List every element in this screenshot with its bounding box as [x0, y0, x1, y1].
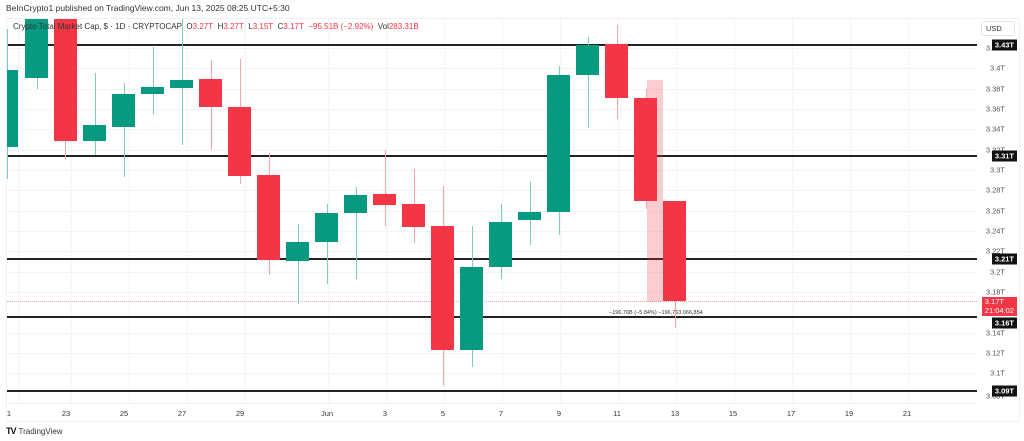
low-label: L [248, 22, 253, 31]
time-tick: 13 [670, 409, 680, 418]
grid-line [7, 190, 977, 191]
open-value: 3.27T [192, 22, 214, 31]
open-label: O [186, 22, 193, 31]
close-value: 3.17T [283, 22, 304, 31]
time-tick: 25 [119, 409, 129, 418]
level-badge: 3.16T [991, 317, 1017, 329]
currency-button[interactable]: USD [981, 21, 1015, 36]
time-tick: 9 [556, 409, 562, 418]
time-tick: Jun [320, 409, 334, 418]
tradingview-logo-icon: TV [6, 426, 16, 436]
price-tick: 3.32T [986, 146, 1005, 155]
price-tick: 3.2T [989, 267, 1005, 277]
time-tick: 11 [613, 409, 621, 418]
last-price: 3.17T [984, 297, 1004, 306]
grid-line [7, 333, 977, 334]
time-tick: 27 [177, 409, 187, 418]
level-badge: 3.31T [991, 150, 1017, 162]
time-tick: 17 [786, 409, 796, 418]
time-axis[interactable]: 1 23 25 27 29 Jun 3 5 7 9 11 13 15 17 19… [7, 403, 977, 422]
time-tick: 19 [844, 409, 854, 418]
time-tick: 1 [6, 409, 12, 418]
grid-line [7, 211, 977, 212]
chart-container[interactable]: −196.76B (−5.84%) −196,763,066,854 Crypt… [6, 18, 1020, 422]
symbol-legend: Crypto Total Market Cap, $ · 1D · CRYPTO… [13, 22, 419, 31]
price-tick: 3.4T [989, 63, 1005, 73]
grid-line [7, 292, 977, 293]
time-tick: 5 [440, 409, 446, 418]
symbol-name: Crypto Total Market Cap, $ · 1D · CRYPTO… [13, 22, 182, 31]
time-tick: 29 [235, 409, 245, 418]
grid-line [7, 272, 977, 273]
grid-line [7, 373, 977, 374]
price-tick: 3.34T [985, 124, 1005, 134]
level-badge: 3.09T [991, 385, 1017, 397]
last-price-badge: 3.17T 21:04:02 [981, 297, 1017, 316]
grid-line [7, 68, 977, 69]
close-label: C [277, 22, 284, 31]
price-tick: 3.1T [989, 368, 1005, 378]
publication-info: BeInCrypto1 published on TradingView.com… [6, 3, 290, 13]
price-axis[interactable]: USD 3.42T 3.4T 3.38T 3.36T 3.34T 3.32T 3… [973, 19, 1019, 403]
level-line-3.43[interactable] [7, 44, 977, 46]
low-value: 3.15T [252, 22, 274, 31]
footer: TV TradingView [6, 426, 63, 436]
level-line-3.09[interactable] [7, 390, 977, 392]
price-tick: 3.24T [985, 226, 1005, 236]
measure-label: −196.76B (−5.84%) −196,763,066,854 [609, 310, 703, 316]
time-tick: 15 [728, 409, 738, 418]
grid-line [7, 48, 977, 49]
grid-line [7, 150, 977, 151]
bar-countdown: 21:04:02 [984, 305, 1014, 315]
last-price-line [7, 301, 977, 302]
high-value: 3.27T [223, 22, 244, 31]
price-tick: 3.14T [985, 328, 1005, 338]
price-tick: 3.38T [985, 84, 1005, 94]
high-label: H [217, 22, 224, 31]
time-tick: 3 [382, 409, 388, 418]
grid-line [7, 109, 977, 110]
volume-value: 283.31B [388, 22, 419, 31]
price-tick: 3.26T [985, 206, 1005, 216]
grid-line [7, 170, 977, 171]
grid-line [7, 89, 977, 90]
price-tick: 3.28T [985, 185, 1005, 195]
level-line-3.16[interactable] [7, 316, 977, 318]
time-tick: 21 [902, 409, 912, 418]
level-line-3.31[interactable] [7, 155, 977, 157]
time-tick: 7 [498, 409, 504, 418]
level-badge: 3.43T [991, 39, 1017, 51]
price-tick: 3.36T [985, 104, 1005, 114]
time-tick: 23 [61, 409, 71, 418]
change-value: −95.51B (−2.92%) [308, 22, 374, 31]
price-tick: 3.12T [985, 348, 1005, 358]
grid-line [7, 353, 977, 354]
price-tick: 3.3T [989, 165, 1005, 175]
price-tick: 3.22T [985, 246, 1005, 256]
plot-area[interactable]: −196.76B (−5.84%) −196,763,066,854 Crypt… [7, 19, 977, 403]
price-tick: 3.18T [985, 287, 1005, 297]
volume-label: Vol [377, 22, 389, 31]
level-badge: 3.21T [991, 253, 1017, 265]
grid-line [7, 129, 977, 130]
brand-name: TradingView [18, 426, 63, 436]
